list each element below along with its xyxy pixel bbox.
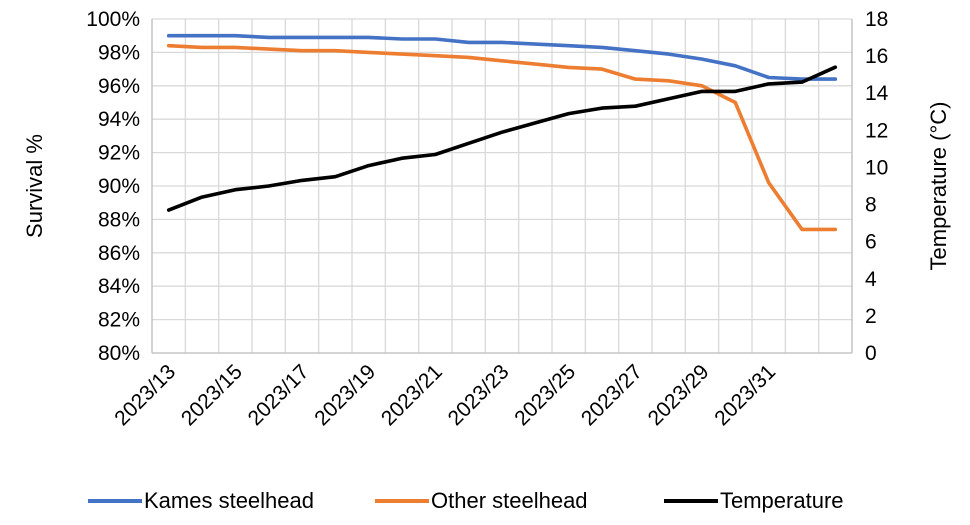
left-tick-label: 84% xyxy=(98,275,140,298)
left-axis-tick-labels: 80% 82% 84% 86% 88% 90% 92% 94% 96% 98% 100% xyxy=(86,8,140,365)
axes xyxy=(151,19,853,354)
right-tick-label: 4 xyxy=(865,268,877,291)
right-tick-label: 14 xyxy=(865,82,889,105)
legend-label-kames-steelhead: Kames steelhead xyxy=(144,488,314,513)
left-tick-label: 100% xyxy=(86,8,140,31)
right-tick-label: 16 xyxy=(865,45,888,68)
legend-label-temperature: Temperature xyxy=(720,488,844,513)
legend: Kames steelhead Other steelhead Temperatur… xyxy=(88,488,844,513)
right-tick-label: 12 xyxy=(865,119,888,142)
left-tick-label: 80% xyxy=(98,342,140,365)
x-tick-label: 2023/13 xyxy=(110,360,180,430)
x-tick-label: 2023/29 xyxy=(644,360,714,430)
right-tick-label: 18 xyxy=(865,8,888,31)
left-tick-label: 94% xyxy=(98,108,140,131)
right-tick-label: 8 xyxy=(865,194,877,217)
left-tick-label: 86% xyxy=(98,242,140,265)
right-tick-label: 0 xyxy=(865,342,877,365)
right-tick-label: 6 xyxy=(865,231,877,254)
left-tick-label: 88% xyxy=(98,208,140,231)
x-tick-label: 2023/23 xyxy=(444,360,514,430)
right-tick-label: 2 xyxy=(865,305,877,328)
series-line-other-steelhead xyxy=(166,43,838,232)
x-tick-label: 2023/25 xyxy=(510,360,580,430)
series-line-temperature xyxy=(166,65,838,212)
x-tick-label: 2023/21 xyxy=(377,360,447,430)
left-tick-label: 82% xyxy=(98,309,140,332)
left-tick-label: 98% xyxy=(98,41,140,64)
x-tick-label: 2023/31 xyxy=(710,360,780,430)
left-tick-label: 96% xyxy=(98,75,140,98)
right-tick-label: 10 xyxy=(865,156,888,179)
right-axis-tick-labels: 0 2 4 6 8 10 12 14 16 18 xyxy=(865,8,889,365)
x-tick-label: 2023/15 xyxy=(177,360,247,430)
right-axis-title: Temperature (°C) xyxy=(926,102,951,271)
legend-label-other-steelhead: Other steelhead xyxy=(431,488,588,513)
x-tick-label: 2023/27 xyxy=(577,360,647,430)
x-axis-tick-labels: 2023/132023/152023/172023/192023/212023/… xyxy=(110,360,780,430)
x-tick-label: 2023/19 xyxy=(310,360,380,430)
series-line-kames-steelhead xyxy=(166,33,838,81)
x-tick-label: 2023/17 xyxy=(244,360,314,430)
left-tick-label: 90% xyxy=(98,175,140,198)
left-tick-label: 92% xyxy=(98,142,140,165)
series-lines xyxy=(166,33,838,232)
left-axis-title: Survival % xyxy=(22,134,47,238)
